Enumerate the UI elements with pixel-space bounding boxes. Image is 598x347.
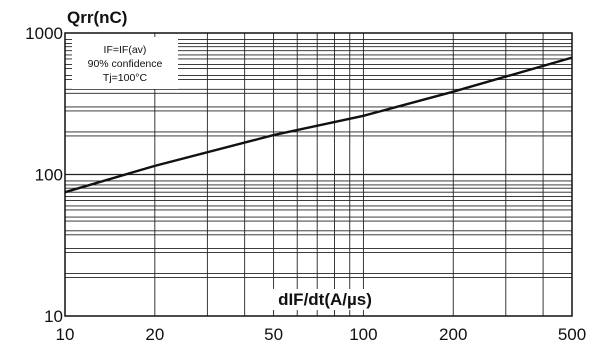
y-tick-label: 1000: [25, 24, 63, 43]
x-axis-label: dIF/dt(A/µs): [278, 290, 372, 309]
series-layer: [64, 56, 573, 194]
x-tick-label: 50: [264, 325, 283, 344]
annotation-background: [72, 37, 178, 89]
annotation-line-2: 90% confidence: [88, 58, 163, 70]
x-tick-label: 100: [349, 325, 377, 344]
x-tick-label: 20: [145, 325, 164, 344]
y-tick-label: 10: [44, 307, 63, 326]
grid-lines: [65, 33, 572, 316]
x-axis-label-background: [265, 289, 385, 310]
annotation-box: IF=IF(av) 90% confidence Tj=100°C: [72, 37, 178, 89]
annotation-line-3: Tj=100°C: [103, 72, 148, 84]
x-tick-labels: 10 20 50 100 200 500: [56, 325, 587, 344]
y-tick-label: 100: [35, 166, 63, 185]
x-tick-label: 200: [439, 325, 467, 344]
annotation-line-1: IF=IF(av): [104, 44, 147, 56]
y-axis-label: Qrr(nC): [67, 8, 127, 27]
series-line: [64, 56, 573, 194]
y-tick-labels: 10 100 1000: [25, 24, 63, 326]
x-tick-label: 500: [558, 325, 586, 344]
x-tick-label: 10: [56, 325, 75, 344]
plot-frame: [64, 32, 573, 317]
